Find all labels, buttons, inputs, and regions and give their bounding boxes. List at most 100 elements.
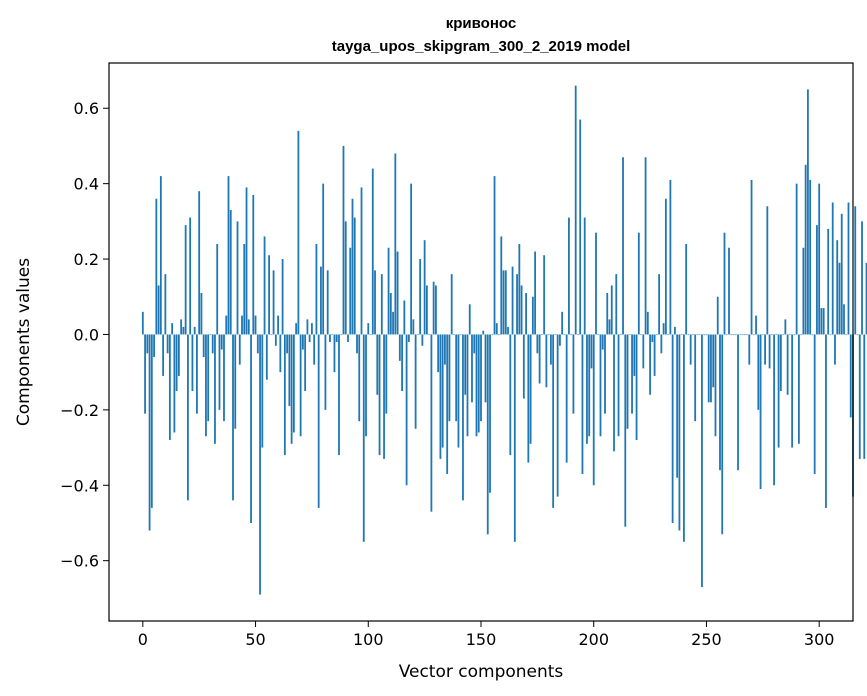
bar bbox=[229, 210, 232, 335]
bar bbox=[626, 334, 629, 429]
bar bbox=[604, 334, 606, 414]
x-tick-label: 150 bbox=[466, 630, 497, 649]
bar bbox=[766, 206, 769, 335]
bar bbox=[698, 334, 701, 336]
bar bbox=[268, 255, 270, 335]
bar bbox=[813, 334, 816, 474]
bar bbox=[608, 319, 611, 335]
bar bbox=[279, 334, 282, 373]
bar bbox=[365, 334, 367, 437]
bar bbox=[779, 334, 782, 392]
bar bbox=[588, 334, 591, 437]
bar bbox=[658, 274, 661, 335]
bar bbox=[804, 164, 807, 335]
y-axis-label: Components values bbox=[14, 258, 34, 426]
bar bbox=[678, 334, 681, 531]
bar bbox=[820, 308, 823, 335]
bar bbox=[597, 334, 600, 336]
bar bbox=[191, 334, 194, 392]
bar bbox=[344, 221, 347, 335]
bar bbox=[419, 259, 422, 335]
bar bbox=[180, 319, 183, 335]
bar bbox=[495, 323, 498, 335]
y-tick-label: −0.2 bbox=[60, 401, 99, 420]
bar bbox=[788, 334, 791, 336]
y-tick-label: 0.4 bbox=[74, 175, 99, 194]
bar bbox=[583, 217, 586, 335]
y-tick-label: 0.2 bbox=[74, 250, 99, 269]
bar bbox=[220, 334, 223, 350]
bar bbox=[518, 243, 521, 335]
bar bbox=[202, 334, 205, 358]
bar bbox=[177, 334, 180, 376]
bar bbox=[153, 334, 155, 358]
bar bbox=[509, 334, 512, 456]
bar bbox=[687, 334, 690, 336]
bar bbox=[356, 334, 358, 354]
bar bbox=[725, 334, 728, 336]
bar bbox=[263, 236, 266, 335]
bar bbox=[543, 255, 546, 335]
bar bbox=[559, 334, 561, 346]
bar bbox=[247, 319, 250, 335]
bar bbox=[477, 334, 480, 433]
bar bbox=[782, 334, 785, 336]
bar bbox=[468, 304, 471, 335]
bar bbox=[759, 334, 762, 490]
bar bbox=[148, 334, 151, 531]
bar bbox=[768, 334, 771, 369]
bar bbox=[439, 334, 442, 459]
bar bbox=[225, 315, 228, 335]
x-tick-label: 250 bbox=[691, 630, 722, 649]
bar bbox=[843, 304, 845, 335]
bar bbox=[205, 334, 207, 437]
bar bbox=[570, 334, 573, 336]
bar bbox=[595, 232, 597, 335]
bar bbox=[187, 334, 189, 501]
bar bbox=[475, 334, 478, 437]
bar bbox=[166, 334, 169, 354]
bar bbox=[430, 334, 433, 512]
bar bbox=[563, 334, 566, 336]
y-tick-label: 0.0 bbox=[74, 325, 99, 344]
bar bbox=[466, 334, 469, 437]
bar bbox=[642, 334, 645, 369]
bar bbox=[737, 334, 739, 471]
bar bbox=[655, 334, 658, 336]
bar bbox=[184, 225, 187, 335]
bar bbox=[683, 334, 685, 542]
bar bbox=[662, 323, 665, 335]
bar bbox=[793, 334, 796, 336]
bar bbox=[728, 247, 730, 335]
bar bbox=[299, 334, 302, 437]
bar bbox=[405, 334, 408, 486]
bar bbox=[554, 334, 557, 336]
bar bbox=[549, 334, 552, 365]
bar bbox=[761, 334, 764, 336]
bar bbox=[586, 334, 588, 444]
bar bbox=[840, 213, 843, 335]
bar bbox=[471, 334, 473, 403]
bar bbox=[838, 262, 841, 335]
bar bbox=[854, 206, 857, 335]
bar bbox=[367, 323, 370, 335]
chart-title: кривонос bbox=[446, 15, 516, 32]
bar bbox=[265, 334, 268, 380]
bar bbox=[822, 308, 825, 335]
bar bbox=[529, 334, 532, 444]
bar bbox=[696, 334, 699, 336]
bar bbox=[486, 334, 489, 535]
bar bbox=[617, 334, 620, 437]
bar bbox=[498, 334, 500, 336]
bar bbox=[511, 266, 514, 335]
bar bbox=[644, 157, 647, 335]
bar bbox=[615, 274, 618, 335]
bar bbox=[527, 334, 530, 463]
bar bbox=[297, 130, 300, 335]
bar bbox=[865, 262, 867, 335]
bar bbox=[256, 334, 259, 354]
bar bbox=[383, 334, 385, 459]
bar bbox=[150, 334, 153, 508]
bar bbox=[207, 334, 210, 422]
